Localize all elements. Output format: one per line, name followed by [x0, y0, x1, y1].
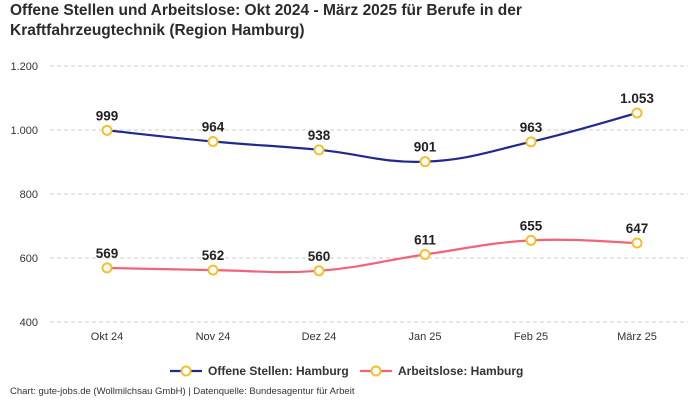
- legend-marker: [180, 365, 192, 377]
- data-point: [207, 264, 219, 276]
- data-label: 901: [414, 140, 437, 155]
- data-point: [313, 144, 325, 156]
- x-tick-label: Dez 24: [302, 331, 337, 343]
- y-tick-label: 600: [20, 253, 38, 265]
- data-label: 999: [96, 108, 119, 123]
- legend-label: Offene Stellen: Hamburg: [208, 364, 349, 378]
- data-label: 655: [520, 218, 543, 233]
- data-point: [419, 248, 431, 260]
- y-tick-label: 400: [20, 317, 38, 329]
- data-label: 1.053: [620, 91, 654, 106]
- chart-title: Offene Stellen und Arbeitslose: Okt 2024…: [10, 2, 522, 39]
- y-tick-label: 1.000: [10, 125, 38, 137]
- data-point: [101, 124, 113, 136]
- x-tick-label: Okt 24: [91, 331, 123, 343]
- x-tick-label: Nov 24: [196, 331, 231, 343]
- x-tick-label: Jan 25: [408, 331, 441, 343]
- x-tick-label: März 25: [617, 331, 657, 343]
- data-point: [525, 234, 537, 246]
- series-line-offene-stellen: [106, 111, 638, 163]
- data-label: 560: [308, 249, 331, 264]
- data-label: 569: [96, 246, 119, 261]
- data-point: [525, 136, 537, 148]
- series-line-arbeitslose: [106, 238, 638, 274]
- y-tick-label: 800: [20, 189, 38, 201]
- y-tick-label: 1.200: [10, 61, 38, 73]
- x-tick-label: Feb 25: [514, 331, 548, 343]
- data-point: [631, 107, 643, 119]
- data-label: 611: [414, 232, 436, 247]
- data-label: 938: [308, 128, 331, 143]
- chart-footer: Chart: gute-jobs.de (Wollmilchsau GmbH) …: [10, 386, 355, 397]
- data-label: 562: [202, 248, 225, 263]
- data-point: [207, 136, 219, 148]
- data-point: [101, 262, 113, 274]
- legend-label: Arbeitslose: Hamburg: [398, 364, 523, 378]
- legend-marker: [370, 365, 382, 377]
- data-label: 964: [202, 120, 225, 135]
- data-point: [631, 237, 643, 249]
- data-label: 963: [520, 120, 543, 135]
- data-point: [419, 156, 431, 168]
- data-point: [313, 265, 325, 277]
- data-label: 647: [626, 221, 649, 236]
